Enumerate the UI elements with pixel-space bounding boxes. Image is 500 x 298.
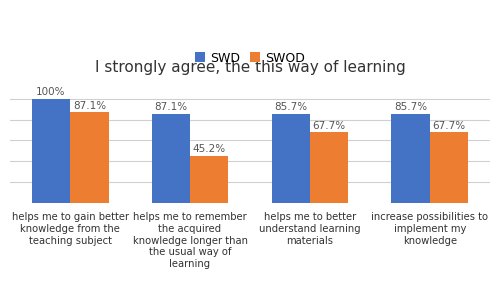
Bar: [190, 156, 228, 203]
Text: 87.1%: 87.1%: [154, 102, 188, 112]
Title: I strongly agree, the this way of learning: I strongly agree, the this way of learni…: [94, 60, 406, 75]
Bar: [310, 133, 348, 203]
Bar: [272, 114, 310, 203]
Bar: [430, 133, 468, 203]
Text: 85.7%: 85.7%: [394, 102, 427, 112]
Text: 100%: 100%: [36, 87, 66, 97]
Text: 67.7%: 67.7%: [312, 121, 346, 131]
Legend: SWD, SWOD: SWD, SWOD: [195, 52, 305, 65]
Bar: [392, 114, 430, 203]
Bar: [152, 114, 190, 203]
Text: 85.7%: 85.7%: [274, 102, 308, 112]
Bar: [70, 112, 108, 203]
Bar: [32, 99, 70, 203]
Text: 67.7%: 67.7%: [432, 121, 466, 131]
Text: 45.2%: 45.2%: [192, 144, 226, 154]
Text: 87.1%: 87.1%: [73, 101, 106, 111]
